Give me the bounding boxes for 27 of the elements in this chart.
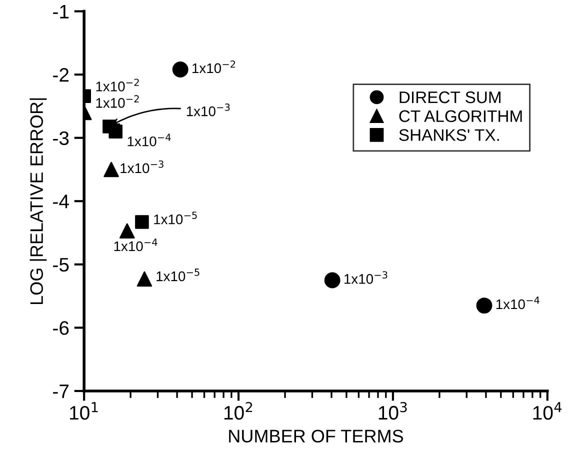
- x-tick-label: 10$^{2}$: [224, 402, 252, 420]
- y-axis-title: LOG |RELATIVE ERROR|: [30, 98, 47, 304]
- legend-label: DIRECT SUM: [400, 91, 500, 104]
- annotation: 1x10$^{−2}$: [96, 95, 139, 108]
- legend-label: SHANKS' TX.: [399, 129, 499, 141]
- y-tick-label: -6: [53, 321, 69, 335]
- annotation: 1x10$^{−5}$: [156, 268, 200, 282]
- annotation: 1x10$^{−3}$: [344, 271, 388, 284]
- x-tick-label: 10$^{3}$: [378, 402, 407, 420]
- annotation: 1x10$^{−3}$: [120, 160, 164, 174]
- y-tick-label: -1: [53, 4, 69, 18]
- y-tick-label: -4: [53, 194, 69, 208]
- y-tick-label: -3: [53, 131, 69, 146]
- x-axis-title: NUMBER OF TERMS: [229, 430, 404, 443]
- annotation: 1x10$^{−3}$: [186, 104, 230, 116]
- annotation: 1x10$^{−2}$: [192, 60, 236, 74]
- annotation: 1x10$^{−2}$: [96, 78, 139, 92]
- annotation: 1x10$^{−4}$: [128, 134, 171, 146]
- y-tick-label: -5: [53, 258, 69, 272]
- x-tick-label: 10$^{4}$: [533, 402, 562, 420]
- annotation: 1x10$^{−5}$: [154, 212, 197, 224]
- y-tick-label: -7: [53, 384, 69, 398]
- annotation: 1x10$^{−4}$: [114, 238, 158, 252]
- legend-label: CT ALGORITHM: [399, 110, 522, 122]
- annotation: 1x10$^{−4}$: [496, 296, 540, 310]
- x-tick-label: 10$^{1}$: [70, 402, 98, 420]
- y-tick-label: -2: [53, 68, 69, 82]
